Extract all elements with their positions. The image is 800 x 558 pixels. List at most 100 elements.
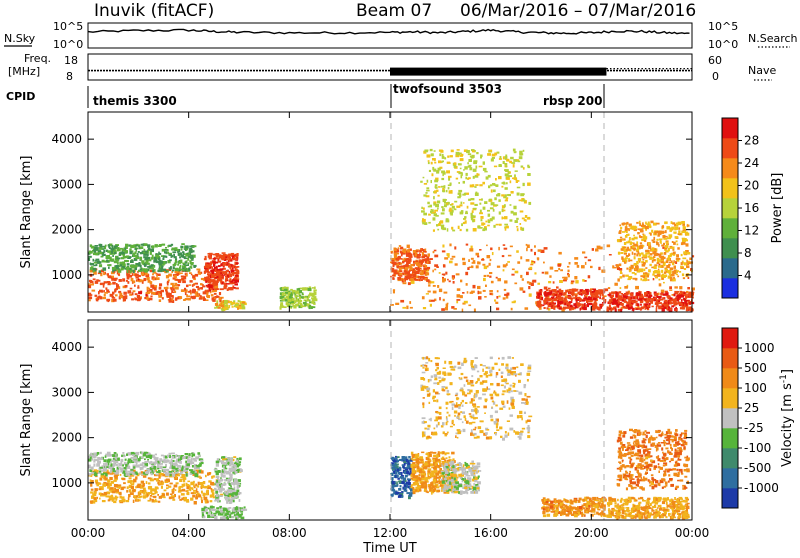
power-cell xyxy=(461,202,463,205)
velocity-cell xyxy=(205,493,209,495)
freq-panel: Freq. [MHz] 18 8 60 0 Nave xyxy=(8,52,776,83)
power-cell xyxy=(517,228,519,231)
power-cell xyxy=(406,262,409,265)
power-cell xyxy=(140,252,143,254)
power-cell xyxy=(178,253,180,256)
power-cell xyxy=(633,248,635,251)
power-cell xyxy=(103,272,105,275)
power-cell xyxy=(467,206,469,209)
power-cell xyxy=(480,216,483,219)
power-cell xyxy=(419,253,421,256)
power-cell xyxy=(460,158,464,161)
power-cell xyxy=(663,238,667,240)
velocity-cell xyxy=(238,516,241,518)
velocity-cell xyxy=(408,497,411,500)
power-cell xyxy=(471,258,474,260)
power-cell xyxy=(424,271,426,274)
power-cell xyxy=(616,302,618,305)
velocity-cell xyxy=(244,506,246,508)
power-cell xyxy=(617,306,619,308)
power-cell xyxy=(514,177,517,180)
power-cell xyxy=(448,255,450,258)
velocity-cell xyxy=(179,461,182,464)
power-cell xyxy=(599,297,601,299)
velocity-cell xyxy=(182,484,184,487)
power-cell xyxy=(165,289,168,292)
power-cell xyxy=(420,181,423,183)
power-cell xyxy=(559,289,562,292)
power-cell xyxy=(522,193,525,195)
power-cell xyxy=(569,292,571,294)
power-cell xyxy=(479,184,482,186)
power-cell xyxy=(491,202,495,205)
velocity-cell xyxy=(151,499,154,502)
power-cell xyxy=(676,240,678,242)
power-cell xyxy=(682,273,684,276)
power-cell xyxy=(206,285,208,287)
power-cell xyxy=(451,227,453,230)
power-cell xyxy=(688,277,690,279)
power-cell xyxy=(439,297,441,300)
power-cell xyxy=(425,192,427,194)
power-cell xyxy=(521,166,524,168)
velocity-cell xyxy=(181,493,185,496)
power-cell xyxy=(592,289,596,291)
power-cell xyxy=(519,200,523,202)
power-cell xyxy=(656,241,658,243)
power-cell xyxy=(643,245,645,247)
velocity-cell xyxy=(103,473,107,475)
power-cell xyxy=(483,161,485,164)
power-cell xyxy=(155,259,158,261)
velocity-cell xyxy=(211,491,214,493)
power-cell xyxy=(491,158,494,161)
power-cell xyxy=(477,225,480,228)
power-cell xyxy=(558,252,561,255)
power-cell xyxy=(492,154,496,157)
power-cell xyxy=(466,229,468,232)
velocity-cell xyxy=(449,456,451,458)
power-cell xyxy=(523,291,526,293)
velocity-cell xyxy=(127,486,129,489)
power-cell xyxy=(141,273,144,276)
power-cell xyxy=(118,269,122,272)
power-cell xyxy=(644,292,648,295)
power-cell xyxy=(428,160,430,162)
power-cell xyxy=(219,255,223,258)
power-cell xyxy=(476,192,478,195)
velocity-cell xyxy=(398,488,401,491)
velocity-cell xyxy=(185,453,188,455)
power-cell xyxy=(503,210,506,212)
power-cell xyxy=(174,275,177,278)
power-cell xyxy=(431,281,435,283)
power-cell xyxy=(622,299,624,301)
power-cell xyxy=(295,301,297,303)
power-cell xyxy=(677,258,681,260)
power-cell xyxy=(136,263,139,265)
power-cell xyxy=(419,261,423,263)
power-cell xyxy=(498,247,500,250)
power-cell xyxy=(303,287,307,290)
power-cell xyxy=(241,303,245,306)
power-cell xyxy=(628,258,630,260)
power-cell xyxy=(465,272,468,275)
power-cell xyxy=(125,296,127,299)
power-cell xyxy=(216,300,218,303)
power-cell xyxy=(643,269,645,272)
power-cell xyxy=(662,308,665,311)
power-cell xyxy=(467,150,470,152)
power-cell xyxy=(484,275,487,277)
power-cell xyxy=(676,254,679,257)
power-cell xyxy=(405,272,408,274)
freq-panel-frame xyxy=(88,54,692,80)
velocity-cell xyxy=(192,495,195,498)
power-cell xyxy=(635,301,638,303)
velocity-cell xyxy=(190,498,193,501)
velocity-cell xyxy=(116,499,118,501)
power-cell xyxy=(485,285,487,287)
power-cell xyxy=(687,287,690,289)
power-cell xyxy=(648,242,651,245)
power-cell xyxy=(112,292,115,295)
velocity-cell xyxy=(228,459,230,461)
power-cell xyxy=(211,294,214,296)
